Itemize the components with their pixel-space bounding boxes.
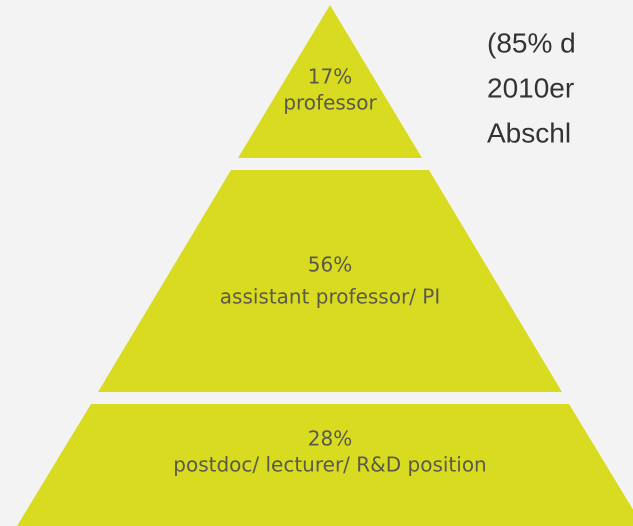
tier-bottom: [17, 404, 633, 526]
tier-label: professor: [283, 91, 377, 115]
tier-middle: [98, 170, 562, 392]
tier-percent: 17%: [308, 65, 352, 89]
tier-percent: 28%: [308, 427, 352, 451]
tier-percent: 56%: [308, 253, 352, 277]
side-text: 2010er: [487, 72, 574, 103]
tier-label: postdoc/ lecturer/ R&D position: [173, 453, 486, 477]
side-text: (85% d: [487, 27, 576, 58]
side-text: Abschl: [487, 117, 571, 148]
tier-label: assistant professor/ PI: [220, 285, 440, 309]
tier-top: [238, 5, 422, 158]
